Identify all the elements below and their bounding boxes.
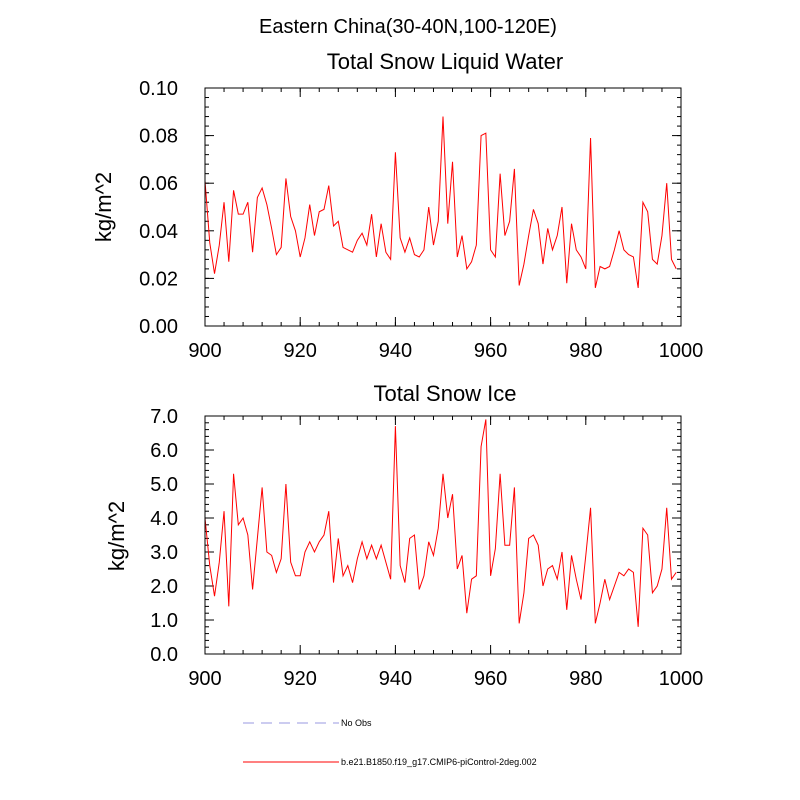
x-tick-label: 920 bbox=[284, 340, 317, 362]
y-tick-label: 5.0 bbox=[150, 474, 178, 496]
panel-1-title: Total Snow Liquid Water bbox=[327, 49, 563, 74]
y-tick-label: 0.02 bbox=[139, 268, 178, 290]
y-tick-label: 6.0 bbox=[150, 440, 178, 462]
y-tick-label: 0.04 bbox=[139, 221, 178, 243]
x-tick-label: 940 bbox=[379, 340, 412, 362]
legend: No Obs b.e21.B1850.f19_g17.CMIP6-piContr… bbox=[243, 718, 537, 767]
panel-1-series bbox=[204, 116, 677, 289]
panel-1-ylabel: kg/m^2 bbox=[91, 172, 116, 242]
y-tick-label: 0.08 bbox=[139, 126, 178, 148]
x-tick-label: 960 bbox=[474, 340, 507, 362]
y-tick-label: 1.0 bbox=[150, 610, 178, 632]
legend-label-model: b.e21.B1850.f19_g17.CMIP6-piControl-2deg… bbox=[341, 757, 537, 767]
x-tick-label: 980 bbox=[569, 668, 602, 690]
x-tick-label: 980 bbox=[569, 340, 602, 362]
y-tick-label: 0.00 bbox=[139, 316, 178, 338]
x-tick-label: 900 bbox=[188, 668, 221, 690]
panel-snow-liquid-water: Total Snow Liquid Water kg/m^2 900 920 940… bbox=[91, 49, 703, 362]
panel-2-series bbox=[204, 419, 677, 627]
panel-2-title: Total Snow Ice bbox=[373, 381, 516, 406]
y-tick-label: 7.0 bbox=[150, 406, 178, 428]
x-tick-label: 900 bbox=[188, 340, 221, 362]
y-tick-label: 0.0 bbox=[150, 644, 178, 666]
panel-1-ticks: 900 920 940 960 980 1000 0.00 0.02 0.04 0.06 0.08 0… bbox=[139, 78, 703, 362]
y-tick-label: 4.0 bbox=[150, 508, 178, 530]
panel-2-ticks: 900 920 940 960 980 1000 0.0 1.0 2.0 3.0 4.0 5.0 6.0… bbox=[150, 406, 703, 690]
legend-label-no-obs: No Obs bbox=[341, 718, 372, 728]
panel-2-frame bbox=[204, 415, 682, 655]
y-tick-label: 0.06 bbox=[139, 173, 178, 195]
series-line bbox=[204, 419, 677, 627]
figure-title: Eastern China(30-40N,100-120E) bbox=[259, 16, 557, 38]
y-tick-label: 3.0 bbox=[150, 542, 178, 564]
x-tick-label: 940 bbox=[379, 668, 412, 690]
y-tick-label: 0.10 bbox=[139, 78, 178, 100]
x-tick-label: 1000 bbox=[659, 340, 704, 362]
panel-1-frame bbox=[204, 87, 682, 327]
y-tick-label: 2.0 bbox=[150, 576, 178, 598]
series-line bbox=[204, 116, 677, 289]
x-tick-label: 960 bbox=[474, 668, 507, 690]
panel-2-ylabel: kg/m^2 bbox=[104, 501, 129, 571]
x-tick-label: 920 bbox=[284, 668, 317, 690]
panel-snow-ice: Total Snow Ice kg/m^2 900 920 940 960 980 100… bbox=[104, 381, 703, 690]
x-tick-label: 1000 bbox=[659, 668, 704, 690]
